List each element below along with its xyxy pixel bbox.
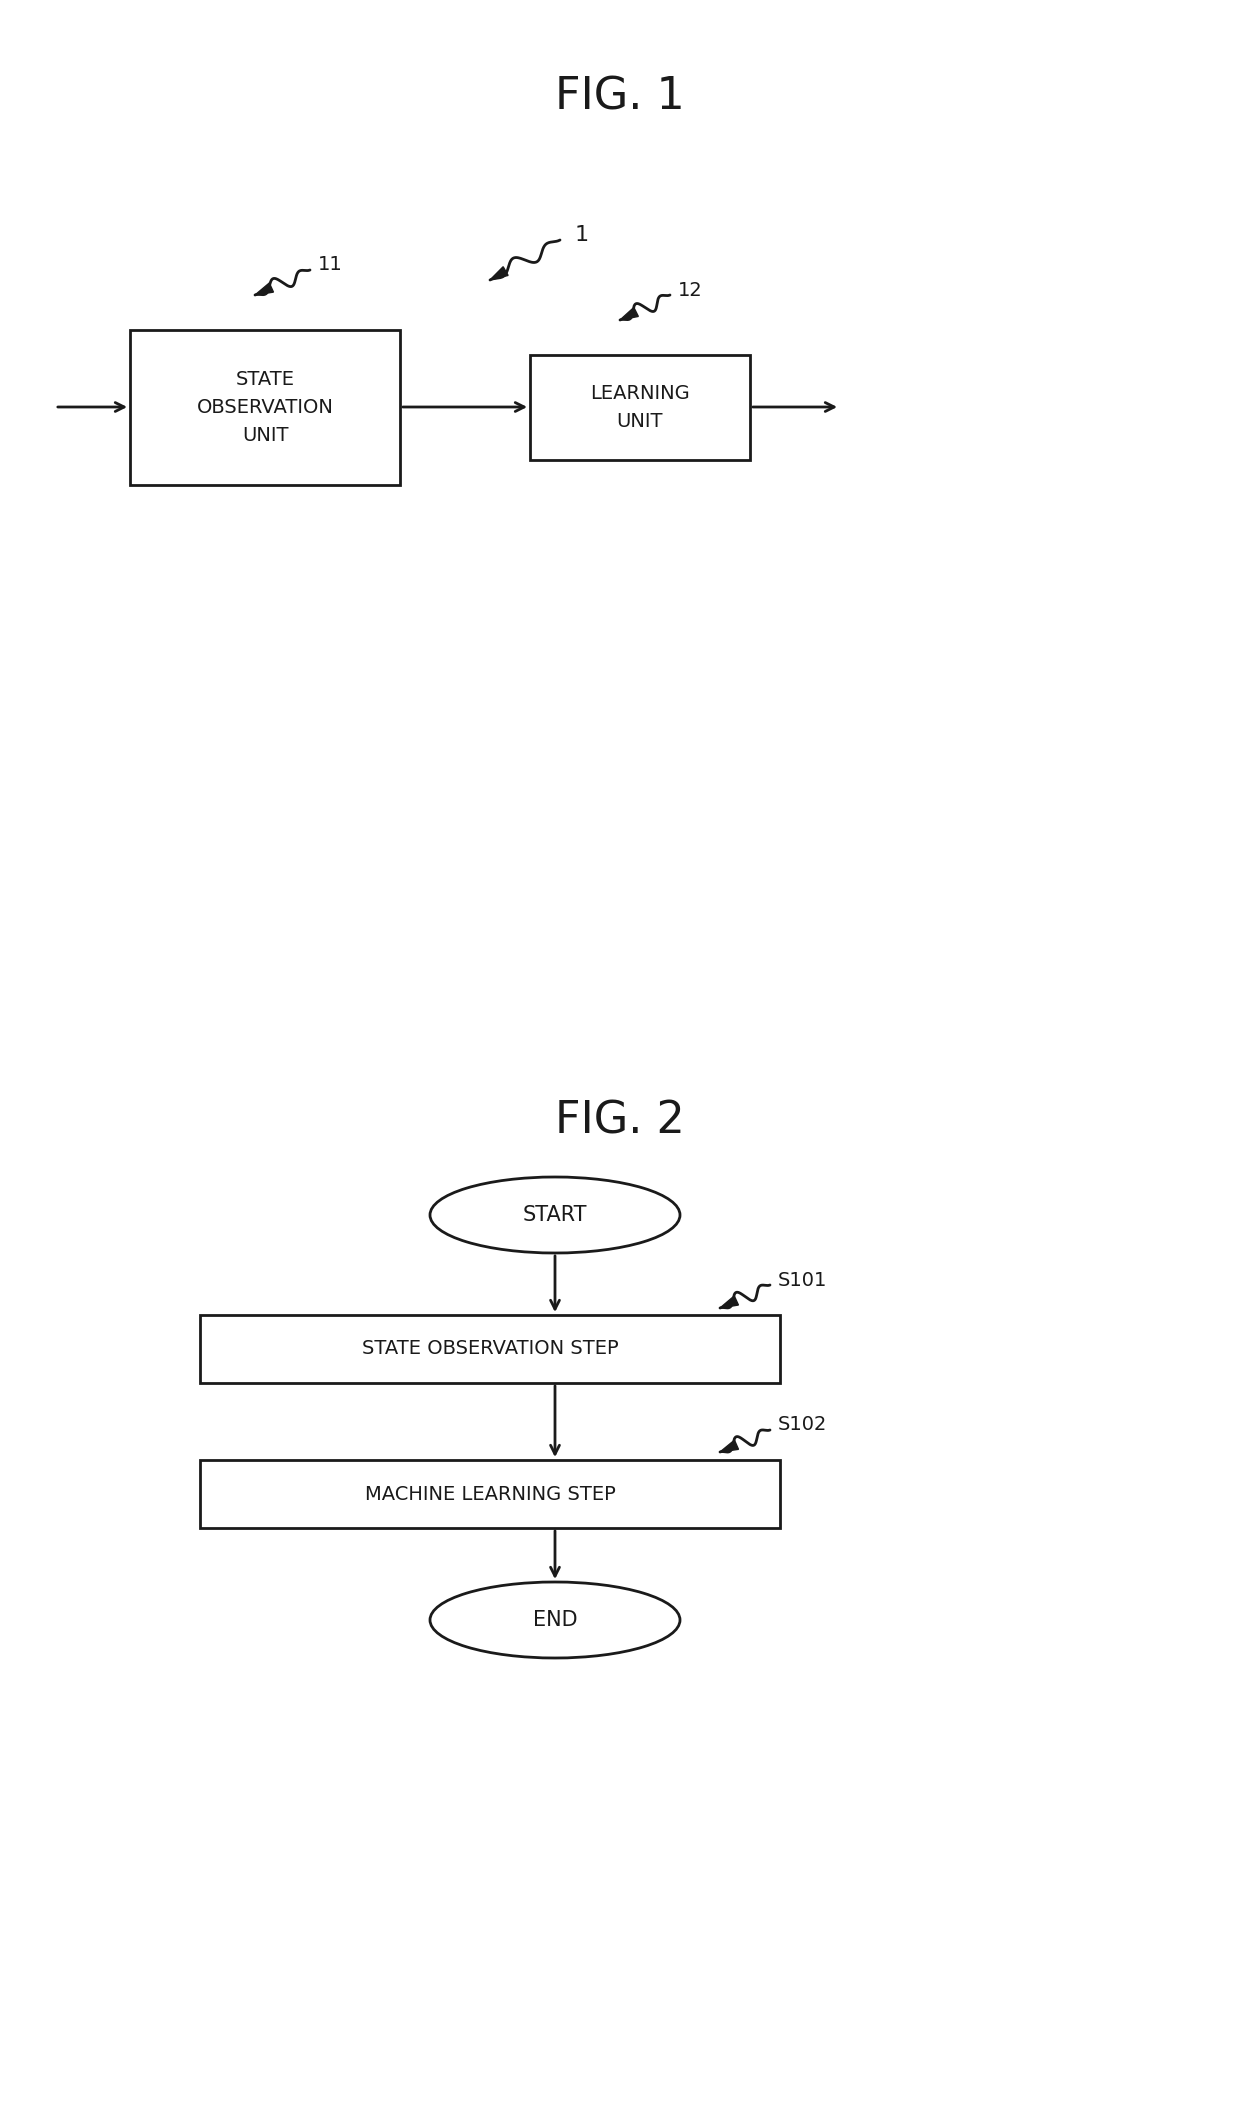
Text: S102: S102 xyxy=(777,1416,827,1435)
Text: 11: 11 xyxy=(317,255,342,274)
Text: FIG. 2: FIG. 2 xyxy=(556,1100,684,1142)
Bar xyxy=(200,1461,780,1528)
Polygon shape xyxy=(720,1296,739,1309)
Text: FIG. 1: FIG. 1 xyxy=(556,76,684,118)
Ellipse shape xyxy=(430,1581,680,1657)
Bar xyxy=(200,1315,780,1383)
Text: 12: 12 xyxy=(678,281,703,300)
Text: END: END xyxy=(533,1611,578,1630)
Text: 1: 1 xyxy=(575,226,589,245)
Text: LEARNING
UNIT: LEARNING UNIT xyxy=(590,384,689,431)
Text: MACHINE LEARNING STEP: MACHINE LEARNING STEP xyxy=(365,1484,615,1503)
Polygon shape xyxy=(620,308,639,321)
Text: STATE
OBSERVATION
UNIT: STATE OBSERVATION UNIT xyxy=(197,369,334,445)
Ellipse shape xyxy=(430,1178,680,1254)
Text: START: START xyxy=(523,1205,588,1224)
Text: S101: S101 xyxy=(777,1271,827,1290)
Text: STATE OBSERVATION STEP: STATE OBSERVATION STEP xyxy=(362,1340,619,1359)
Polygon shape xyxy=(490,266,508,281)
Bar xyxy=(529,355,750,460)
Bar xyxy=(130,329,401,486)
Polygon shape xyxy=(720,1440,739,1452)
Polygon shape xyxy=(255,283,274,296)
